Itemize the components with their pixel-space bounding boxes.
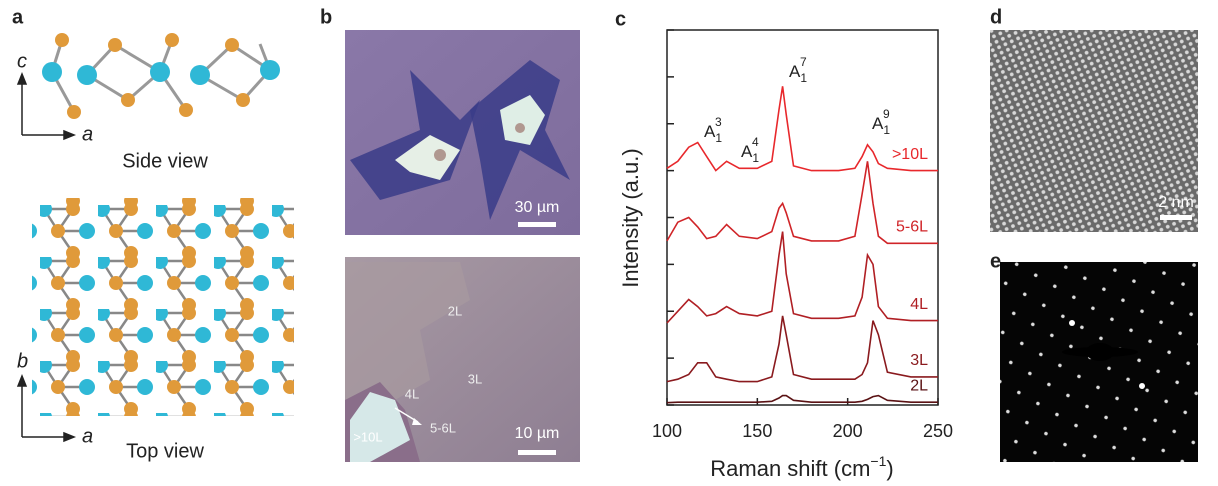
chart: 100 150 200 250 Raman shift (cm−1) Intensity …	[618, 29, 953, 481]
axis-label: a	[82, 425, 93, 447]
panel-label: a	[12, 6, 24, 28]
top-view-structure	[32, 198, 294, 416]
scale-label: 2 nm	[1158, 194, 1194, 211]
caption: Side view	[122, 150, 208, 172]
x-axis-label: Raman shift (cm−1)	[710, 453, 893, 481]
panel-label: d	[990, 6, 1002, 28]
region-label: 3L	[468, 371, 482, 386]
x-axis-label-text: Raman shift (cm	[710, 456, 870, 481]
axis-arrows	[16, 71, 77, 443]
scale-label: 30 µm	[515, 199, 560, 216]
plot-frame	[666, 29, 939, 406]
peak-annotation-base: A	[741, 142, 753, 161]
peak-annotation: A1 4	[741, 135, 759, 165]
scale-label: 10 µm	[515, 425, 560, 442]
axis-label: b	[17, 350, 28, 372]
peak-annotation-sub: 1	[800, 71, 807, 85]
caption: Top view	[126, 440, 204, 462]
y-axis-label: Intensity (a.u.)	[618, 148, 643, 287]
x-axis-label-sup: −1	[870, 453, 886, 469]
series-label: 4L	[910, 296, 928, 313]
x-tick-label: 150	[742, 421, 772, 441]
optical-image-top	[345, 30, 580, 235]
spectrum-line	[666, 86, 938, 172]
optical-image-bottom	[345, 257, 580, 462]
region-label: 4L	[405, 386, 419, 401]
peak-annotation-sub: 1	[752, 151, 759, 165]
peak-annotation-sup: 3	[715, 115, 722, 129]
x-axis-label-end: )	[886, 456, 893, 481]
spectrum-line	[666, 394, 938, 404]
region-label: 2L	[448, 303, 462, 318]
region-label: 5-6L	[430, 420, 456, 435]
peak-annotation-base: A	[789, 62, 801, 81]
peak-annotation: A1 7	[789, 55, 807, 85]
peak-annotation-sup: 7	[800, 55, 807, 69]
series-label: 2L	[910, 377, 928, 394]
series-label: 3L	[910, 352, 928, 369]
panel-label: b	[320, 6, 332, 28]
peak-annotation-base: A	[872, 114, 884, 133]
region-label: >10L	[353, 429, 382, 444]
peak-annotation-sup: 9	[883, 107, 890, 121]
series-label: 5-6L	[896, 219, 928, 236]
spectrum-line	[666, 231, 938, 324]
tem-image	[990, 30, 1198, 232]
axis-label: a	[82, 123, 93, 145]
x-tick-label: 200	[833, 421, 863, 441]
panel-label: c	[615, 8, 626, 30]
scale-bar	[1160, 215, 1192, 220]
peak-annotation-base: A	[704, 122, 716, 141]
peak-annotation: A1 9	[872, 107, 890, 137]
x-tick-label: 100	[652, 421, 682, 441]
peak-annotation-sub: 1	[883, 123, 890, 137]
peak-annotation-sup: 4	[752, 135, 759, 149]
peak-annotation-sub: 1	[715, 131, 722, 145]
spectrum-line	[666, 161, 938, 245]
spectrum-line	[666, 315, 938, 383]
x-tick-label: 250	[923, 421, 953, 441]
panel-label: e	[990, 250, 1001, 272]
side-view-atoms	[42, 33, 280, 119]
axis-label: c	[17, 50, 27, 72]
series-label: >10L	[892, 146, 928, 163]
diffraction-image	[1000, 262, 1198, 462]
peak-annotation: A1 3	[704, 115, 722, 145]
